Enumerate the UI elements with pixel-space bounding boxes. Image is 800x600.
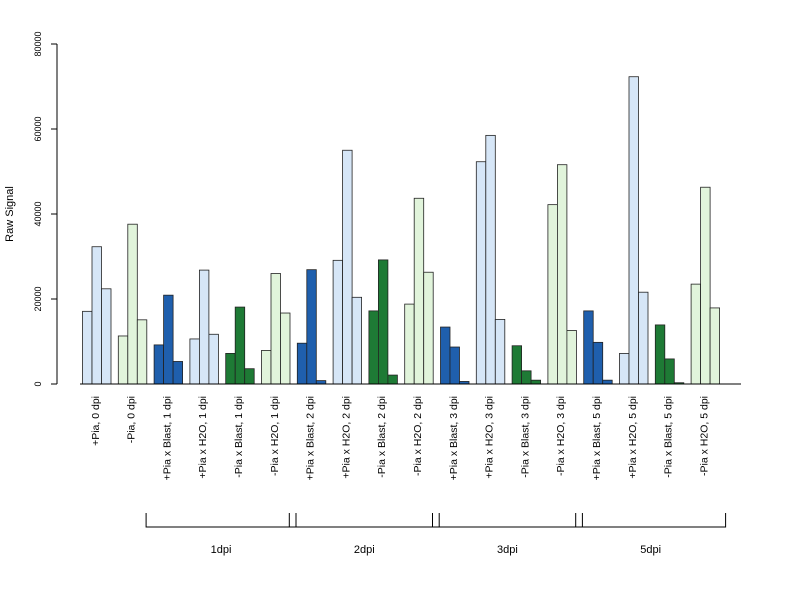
bar [172,361,184,385]
group-brackets: 1dpi 2dpi 3dpi 5dpi [145,513,727,556]
bar [511,345,522,385]
bar [351,296,363,385]
x-tick-label: +Pia x H2O, 5 dpi [627,396,639,479]
bar [709,307,720,385]
bar [136,319,148,385]
x-tick-label: -Pia x Blast, 3 dpi [519,396,531,478]
x-tick-label: +Pia x H2O, 2 dpi [340,396,352,479]
x-tick-labels: +Pia, 0 dpi -Pia, 0 dpi +Pia x Blast, 1 dp… [90,396,711,480]
bar [664,358,675,385]
bars [82,76,720,385]
bar [440,326,451,385]
bar [690,283,701,385]
bar [404,303,415,385]
bar [189,338,200,385]
bar [449,346,460,385]
x-tick-label: -Pia x H2O, 3 dpi [555,396,567,476]
group-bracket [145,513,297,528]
bar [332,259,344,385]
bar [368,310,379,385]
x-tick-label: -Pia x Blast, 5 dpi [663,396,675,478]
bar [521,370,532,385]
x-tick-label: +Pia, 0 dpi [90,396,102,446]
bar [296,342,308,385]
y-axis: 0 20000 40000 60000 80000 [33,31,58,387]
x-tick-label: +Pia x Blast, 1 dpi [161,396,173,480]
bar [306,269,317,385]
bar [315,380,327,385]
bar [387,374,398,385]
bar [153,344,165,385]
bar [654,324,666,385]
bar [163,294,174,385]
bar [280,312,291,385]
bar [127,223,138,385]
bar [628,76,639,385]
group-bracket [432,513,583,528]
y-tick-label: 60000 [33,116,43,141]
group-bracket [288,513,440,528]
y-tick-label: 20000 [33,286,43,311]
bar [234,306,246,385]
bar [592,341,604,385]
y-axis-label: Raw Signal [4,186,16,242]
bar [261,350,272,385]
x-tick-label: -Pia x H2O, 5 dpi [698,396,710,476]
y-tick-label: 80000 [33,31,43,56]
x-tick-label: -Pia x H2O, 2 dpi [412,396,424,476]
bar [413,197,425,385]
bar [485,134,496,385]
bar [494,318,506,385]
x-tick-label: +Pia x Blast, 5 dpi [591,396,603,480]
bar [101,288,112,385]
y-tick-label: 0 [33,381,43,386]
group-bracket [575,513,727,528]
x-tick-label: -Pia, 0 dpi [126,396,138,443]
bar [547,204,558,385]
bar [117,335,129,385]
x-tick-label: +Pia x Blast, 2 dpi [305,396,317,480]
bar [225,352,236,385]
bar [91,246,102,385]
bar [530,379,541,385]
bar [198,269,210,385]
bar [619,352,630,385]
x-tick-label: -Pia x H2O, 1 dpi [269,396,281,476]
bar [475,161,487,385]
bar [377,259,389,385]
bar [638,291,649,385]
group-bracket-label: 2dpi [354,544,375,556]
bar [700,186,711,385]
x-tick-label: -Pia x Blast, 1 dpi [233,396,245,478]
bar [423,271,434,385]
x-tick-label: +Pia x H2O, 1 dpi [197,396,209,479]
bar [208,333,219,385]
y-tick-label: 40000 [33,201,43,226]
group-bracket-label: 5dpi [640,544,661,556]
x-tick-label: +Pia x Blast, 3 dpi [448,396,460,480]
bar [244,368,255,385]
x-tick-label: +Pia x H2O, 3 dpi [484,396,496,479]
bar [602,379,613,385]
group-bracket-label: 1dpi [211,544,232,556]
bar [270,273,281,385]
bar [583,310,594,385]
x-tick-label: -Pia x Blast, 2 dpi [376,396,388,478]
bar [342,149,353,385]
bar [82,310,93,385]
group-bracket-label: 3dpi [497,544,518,556]
bar [566,330,577,385]
bar [557,164,568,385]
